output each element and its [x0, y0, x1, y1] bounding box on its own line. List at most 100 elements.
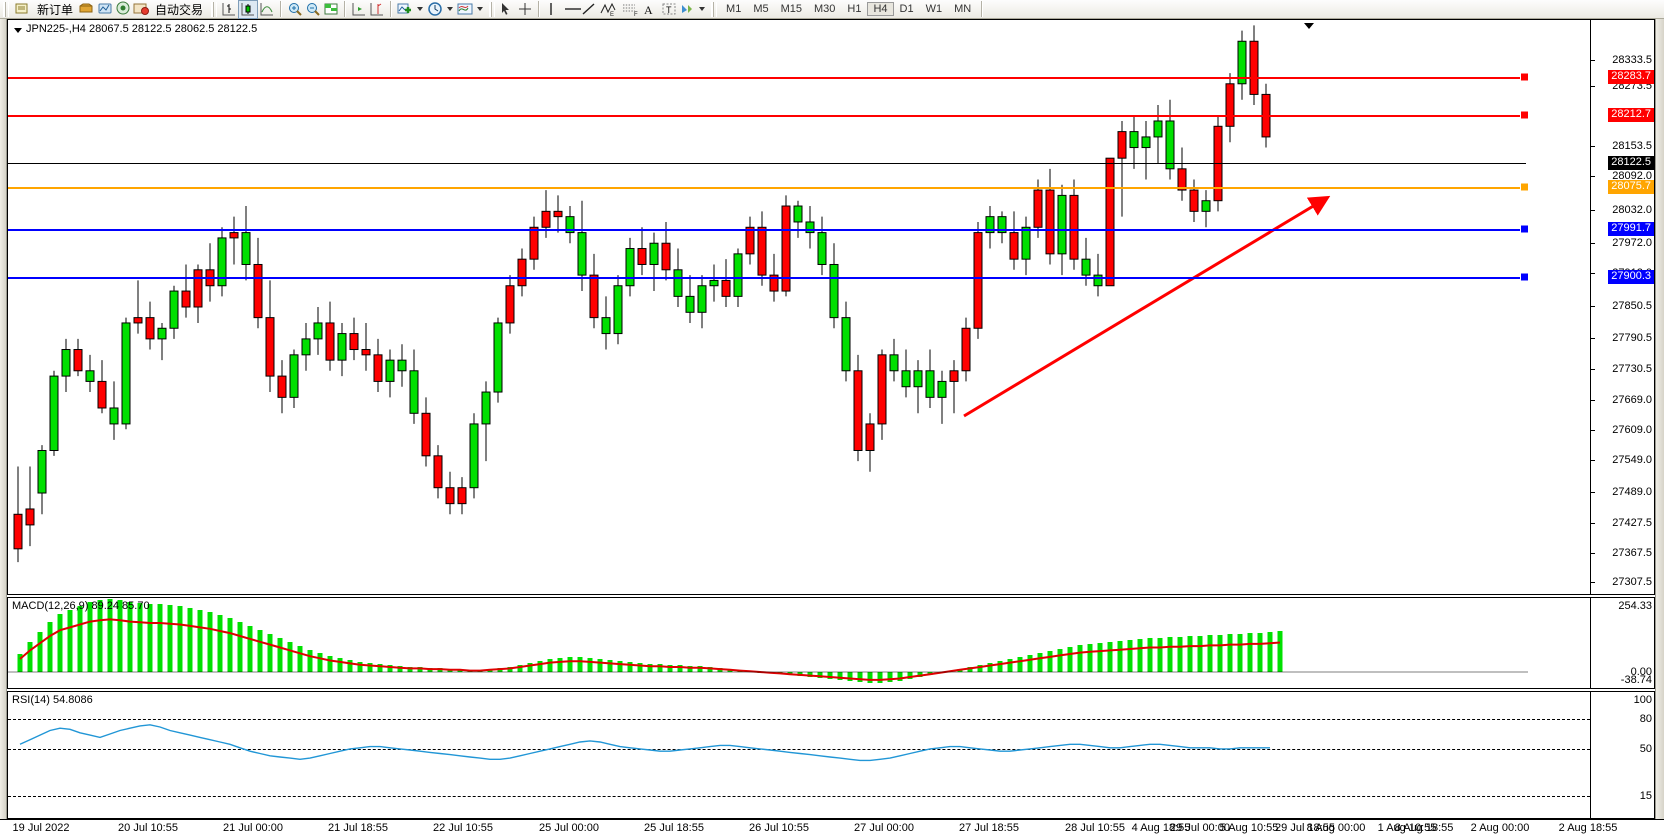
price-tick-label: 27972.0 [1612, 237, 1652, 249]
right-scrollbar-strip[interactable] [1655, 19, 1664, 837]
toolbar-grip-4[interactable] [711, 1, 718, 17]
left-border-strip [0, 19, 7, 837]
price-tick-label: 27669.0 [1612, 394, 1652, 406]
fibonacci-icon[interactable]: F [620, 1, 642, 18]
rsi-level-15 [8, 796, 1590, 797]
time-axis-label: 22 Jul 10:55 [433, 822, 493, 834]
new-order-label: 新订单 [37, 2, 74, 17]
market-watch-icon[interactable] [96, 1, 114, 18]
rsi-level-80 [8, 719, 1590, 720]
support-level-1-line[interactable] [8, 229, 1526, 231]
new-order-button[interactable]: 新订单 [12, 0, 78, 18]
timeframe-bar: M1 M5 M15 M30 H1 H4 D1 W1 MN [720, 2, 977, 16]
templates-dropdown-caret[interactable] [477, 7, 484, 11]
price-tick-label: 28032.0 [1612, 204, 1652, 216]
timeframe-m5[interactable]: M5 [753, 3, 769, 15]
price-tick [1591, 146, 1595, 147]
chart-shift-icon[interactable] [368, 1, 386, 18]
support-level-2-handle[interactable] [1520, 272, 1529, 282]
shapes-icon[interactable] [678, 1, 696, 18]
text-icon[interactable]: A [642, 1, 660, 18]
period-dropdown-caret[interactable] [447, 7, 454, 11]
svg-text:F: F [634, 12, 638, 17]
crosshair-icon[interactable] [516, 1, 534, 18]
timeframe-h4[interactable]: H4 [867, 2, 894, 16]
autotrading-button[interactable]: 自动交易 [150, 0, 208, 18]
chart-title: JPN225-,H4 28067.5 28122.5 28062.5 28122… [26, 23, 258, 35]
svg-text:A: A [644, 3, 653, 17]
timeframe-m30[interactable]: M30 [814, 3, 836, 15]
toolbar-grip[interactable] [3, 1, 9, 17]
vertical-line-icon[interactable] [544, 1, 562, 18]
cursor-icon[interactable] [498, 1, 516, 18]
time-axis-label: 26 Jul 10:55 [749, 822, 809, 834]
macd-pane[interactable]: MACD(12,26,9) 89.24 85.70 254.33 0.00 -3… [7, 597, 1655, 689]
shapes-dropdown-caret[interactable] [699, 7, 706, 11]
indicators-dropdown-caret[interactable] [417, 7, 424, 11]
bid-level-handle[interactable] [1520, 182, 1529, 192]
time-axis-label: 4 Aug 18:55 [1131, 822, 1191, 834]
toolbar-grip-3[interactable] [489, 1, 496, 17]
timeframe-m1[interactable]: M1 [726, 3, 742, 15]
timeframe-h1[interactable]: H1 [847, 3, 862, 15]
last-price-level-tag[interactable]: 28122.5 [1608, 156, 1654, 170]
price-tick [1591, 338, 1595, 339]
resistance-level-1-tag[interactable]: 28283.7 [1608, 70, 1654, 84]
price-tick-label: 28153.5 [1612, 140, 1652, 152]
zoom-in-icon[interactable] [286, 1, 304, 18]
equidistant-channel-icon[interactable]: E [598, 1, 620, 18]
horizontal-line-icon[interactable] [562, 1, 582, 18]
candlestick-series [13, 25, 1331, 563]
timeframe-d1[interactable]: D1 [899, 3, 914, 15]
price-tick [1591, 60, 1595, 61]
last-price-level-line[interactable] [8, 163, 1526, 164]
profiles-icon[interactable] [78, 1, 96, 18]
chart-menu-arrow-icon[interactable] [14, 28, 22, 33]
time-axis-label: 27 Jul 18:55 [959, 822, 1019, 834]
rsi-scale-50: 50 [1639, 743, 1652, 755]
templates-icon[interactable] [456, 1, 474, 18]
support-level-1-handle[interactable] [1520, 224, 1529, 234]
bid-level-line[interactable] [8, 187, 1526, 189]
price-axis[interactable]: 28333.5 28273.5 28153.5 28092.0 28032.0 27972… [1590, 20, 1654, 594]
data-window-icon[interactable] [322, 1, 340, 18]
text-label-icon[interactable]: T [660, 1, 678, 18]
bar-chart-icon[interactable] [220, 1, 238, 18]
timeframe-w1[interactable]: W1 [925, 3, 943, 15]
trendline-icon[interactable] [580, 1, 598, 18]
resistance-level-2-line[interactable] [8, 115, 1526, 117]
rsi-pane[interactable]: RSI(14) 54.8086 100 80 50 15 [7, 691, 1655, 819]
toolbar-grip-2[interactable] [211, 1, 218, 17]
price-tick-label: 27489.0 [1612, 486, 1652, 498]
support-level-2-line[interactable] [8, 277, 1526, 279]
resistance-level-2-tag[interactable]: 28212.7 [1608, 108, 1654, 122]
price-tick-label: 27609.0 [1612, 424, 1652, 436]
resistance-level-1-line[interactable] [8, 77, 1526, 79]
terminal-icon[interactable] [132, 1, 150, 18]
time-axis-label: 21 Jul 00:00 [223, 822, 283, 834]
time-axis-label: 28 Jul 10:55 [1065, 822, 1125, 834]
toolbar-separator-1 [280, 1, 283, 17]
time-axis-label: 25 Jul 00:00 [539, 822, 599, 834]
support-level-1-tag[interactable]: 27991.7 [1608, 222, 1654, 236]
time-axis-label: 2 Aug 18:55 [1558, 822, 1618, 834]
price-tick [1591, 492, 1595, 493]
navigator-icon[interactable] [114, 1, 132, 18]
auto-scroll-icon[interactable] [350, 1, 368, 18]
support-level-2-tag[interactable]: 27900.3 [1608, 270, 1654, 284]
timeframe-mn[interactable]: MN [954, 3, 972, 15]
resistance-level-2-handle[interactable] [1520, 110, 1529, 120]
timeframe-m15[interactable]: M15 [780, 3, 802, 15]
bid-level-tag[interactable]: 28075.7 [1608, 180, 1654, 194]
time-axis-label: 29 Jul 00:00 [1170, 822, 1230, 834]
time-axis[interactable]: 19 Jul 2022 20 Jul 10:55 21 Jul 00:00 21 Ju… [0, 819, 1664, 837]
period-clock-icon[interactable] [426, 1, 444, 18]
price-tick [1591, 430, 1595, 431]
indicators-add-icon[interactable] [396, 1, 414, 18]
resistance-level-1-handle[interactable] [1520, 72, 1529, 82]
line-chart-icon[interactable] [258, 1, 276, 18]
price-tick-label: 27367.5 [1612, 547, 1652, 559]
candlestick-chart-icon[interactable] [238, 0, 259, 19]
price-pane[interactable]: JPN225-,H4 28067.5 28122.5 28062.5 28122… [7, 19, 1655, 595]
zoom-out-icon[interactable] [304, 1, 322, 18]
